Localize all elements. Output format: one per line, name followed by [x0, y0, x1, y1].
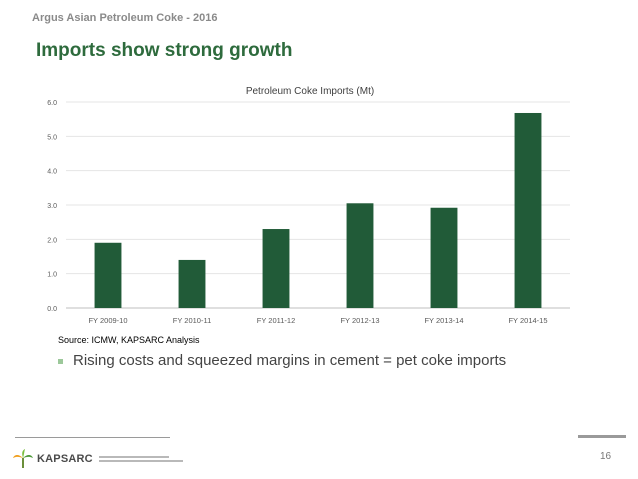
- bar-fy-2013-14: [430, 207, 458, 308]
- kapsarc-logo: KAPSARC: [12, 449, 183, 469]
- slide-title: Imports show strong growth: [36, 40, 293, 61]
- y-tick-label: 2.0: [47, 237, 57, 244]
- y-tick-label: 5.0: [47, 134, 57, 141]
- bar-fy-2010-11: [178, 259, 206, 308]
- chart-title: Petroleum Coke Imports (Mt): [246, 86, 374, 97]
- bar-fy-2011-12: [262, 229, 290, 308]
- footer-divider-left: [15, 437, 170, 438]
- source-note: Source: ICMW, KAPSARC Analysis: [58, 335, 200, 345]
- bar-fy-2012-13: [346, 203, 374, 308]
- page-number: 16: [600, 451, 612, 462]
- y-tick-label: 6.0: [47, 100, 57, 107]
- bullet-item: Rising costs and squeezed margins in cem…: [58, 352, 506, 369]
- x-tick-label: FY 2014-15: [508, 316, 547, 325]
- x-tick-label: FY 2010-11: [173, 316, 212, 325]
- bar-fy-2009-10: [94, 242, 122, 308]
- bullet-text: Rising costs and squeezed margins in cem…: [73, 352, 507, 369]
- bar-fy-2014-15: [514, 112, 542, 308]
- bar-chart: Petroleum Coke Imports (Mt) 0.0 1.0 2.0 3.0…: [47, 86, 570, 325]
- footer-divider-right: [578, 435, 626, 438]
- x-tick-label: FY 2012-13: [340, 316, 379, 325]
- palm-logo-icon: [13, 449, 33, 468]
- header-label: Argus Asian Petroleum Coke - 2016: [32, 12, 218, 24]
- x-tick-label: FY 2011-12: [257, 316, 296, 325]
- x-tick-label: FY 2009-10: [88, 316, 127, 325]
- x-tick-label: FY 2013-14: [424, 316, 463, 325]
- y-tick-label: 3.0: [47, 203, 57, 210]
- y-tick-label: 0.0: [47, 306, 57, 313]
- bullet-marker: [58, 359, 63, 364]
- logo-wordmark: KAPSARC: [37, 453, 93, 465]
- y-tick-label: 1.0: [47, 272, 57, 279]
- y-tick-label: 4.0: [47, 169, 57, 176]
- logo-subtitle-lines: [98, 455, 183, 463]
